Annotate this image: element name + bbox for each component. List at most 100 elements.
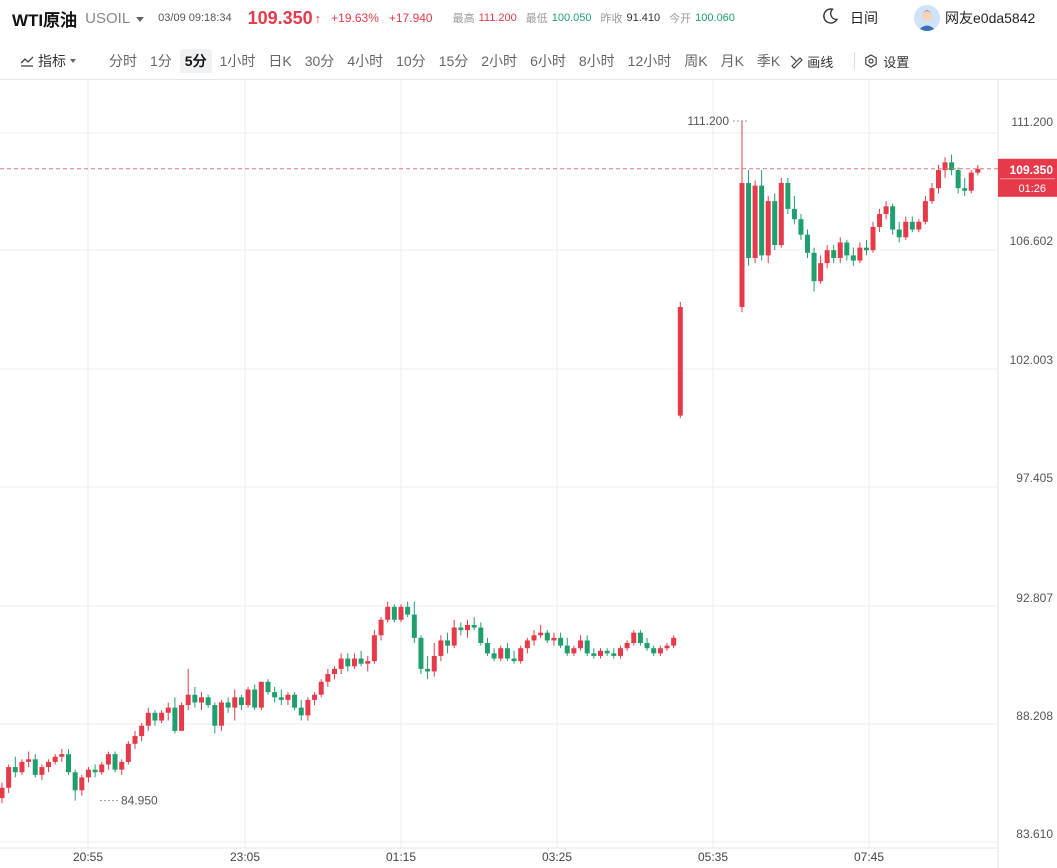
candle bbox=[212, 702, 218, 734]
period-tab-9[interactable]: 2小时 bbox=[481, 53, 518, 69]
candle bbox=[651, 645, 657, 656]
candle-body bbox=[125, 743, 131, 762]
candle-body bbox=[238, 697, 244, 706]
period-tab-6[interactable]: 4小时 bbox=[347, 53, 384, 69]
candle-body bbox=[205, 697, 211, 706]
candle bbox=[591, 648, 597, 659]
candle bbox=[312, 692, 318, 706]
candle-body bbox=[185, 694, 191, 706]
open-label: 今开 bbox=[669, 13, 692, 25]
candle-body bbox=[883, 206, 889, 215]
candle-body bbox=[604, 650, 610, 654]
candle bbox=[125, 741, 131, 765]
candle bbox=[824, 245, 830, 269]
period-tab-5[interactable]: 30分 bbox=[304, 53, 335, 69]
period-tab-15[interactable]: 季K bbox=[756, 53, 781, 69]
candle-body bbox=[305, 699, 311, 716]
candle bbox=[252, 684, 258, 711]
candle-body bbox=[79, 777, 85, 791]
candle bbox=[511, 650, 517, 664]
candle-body bbox=[571, 648, 577, 654]
candle bbox=[896, 221, 902, 243]
period-tab-4[interactable]: 日K bbox=[268, 53, 292, 69]
candle-body bbox=[232, 697, 238, 708]
candle bbox=[225, 697, 231, 713]
period-tab-3[interactable]: 1小时 bbox=[219, 53, 256, 69]
candle bbox=[484, 637, 490, 656]
candle bbox=[92, 764, 98, 778]
candle bbox=[258, 681, 264, 711]
grid bbox=[0, 80, 999, 868]
period-tab-12[interactable]: 12小时 bbox=[627, 53, 672, 69]
period-tab-2[interactable]: 5分 bbox=[179, 49, 212, 73]
avatar[interactable] bbox=[914, 5, 940, 31]
candle-body bbox=[298, 707, 304, 716]
period-tab-10[interactable]: 6小时 bbox=[530, 53, 566, 69]
candle bbox=[199, 692, 204, 711]
candle-body bbox=[258, 681, 264, 708]
candle bbox=[265, 679, 271, 695]
candle bbox=[844, 239, 850, 261]
candle bbox=[637, 630, 643, 646]
theme-toggle[interactable]: 日间 bbox=[850, 10, 878, 26]
candle bbox=[657, 645, 663, 656]
quote-datetime: 03/09 09:18:34 bbox=[158, 12, 232, 24]
candle-body bbox=[778, 183, 784, 246]
candle-body bbox=[478, 627, 484, 644]
candle-body bbox=[949, 162, 955, 171]
candle-body bbox=[52, 756, 58, 762]
candle-body bbox=[765, 201, 771, 256]
prev-close-value: 91.410 bbox=[626, 12, 661, 24]
symbol-selector[interactable]: USOIL bbox=[85, 9, 131, 27]
indicators-menu[interactable]: 指标 bbox=[20, 51, 76, 71]
chevron-down-icon[interactable] bbox=[136, 16, 145, 22]
candle bbox=[765, 195, 771, 264]
candle-body bbox=[385, 606, 391, 620]
candle-body bbox=[936, 170, 941, 189]
candle-body bbox=[112, 754, 118, 770]
period-tab-0[interactable]: 分时 bbox=[109, 53, 137, 69]
candle-body bbox=[578, 640, 584, 649]
candle-body bbox=[651, 648, 657, 654]
candle-body bbox=[831, 250, 837, 258]
candle-body bbox=[739, 183, 745, 308]
candle-body bbox=[411, 614, 417, 638]
candle-body bbox=[451, 627, 457, 646]
candle-body bbox=[759, 185, 765, 256]
username[interactable]: 网友e0da5842 bbox=[945, 10, 1036, 26]
header-right: 日间 网友e0da5842 bbox=[812, 0, 1057, 36]
candle-body bbox=[351, 658, 357, 667]
candle-body bbox=[278, 697, 284, 700]
candle bbox=[955, 167, 961, 194]
moon-icon[interactable] bbox=[820, 6, 840, 31]
settings-button[interactable]: 设置 bbox=[864, 52, 909, 71]
candle-body bbox=[850, 255, 856, 261]
candle-body bbox=[518, 648, 524, 662]
candle-body bbox=[272, 692, 278, 698]
period-tab-1[interactable]: 1分 bbox=[150, 53, 172, 69]
candle bbox=[325, 668, 331, 687]
candle-body bbox=[405, 606, 411, 615]
period-tab-8[interactable]: 15分 bbox=[438, 53, 469, 69]
draw-tool[interactable]: 画线 bbox=[789, 52, 833, 71]
period-tab-11[interactable]: 8小时 bbox=[578, 53, 615, 69]
low-value: 100.050 bbox=[551, 12, 592, 24]
min-annotation-label: 84.950 bbox=[121, 794, 158, 808]
y-tick-label: 97.405 bbox=[1016, 471, 1053, 485]
candlestick-chart[interactable]: 111.200 106.602 102.003 97.405 92.807 88.208 8… bbox=[0, 80, 1057, 868]
period-tab-13[interactable]: 周K bbox=[684, 53, 708, 69]
change-percent: +19.63% bbox=[331, 11, 379, 25]
candle-body bbox=[922, 201, 928, 222]
period-tab-7[interactable]: 10分 bbox=[396, 53, 426, 69]
toolbar-divider bbox=[854, 52, 856, 70]
candle bbox=[99, 761, 105, 775]
candle bbox=[631, 630, 637, 646]
candle bbox=[278, 689, 284, 706]
candle bbox=[332, 666, 337, 680]
candle-body bbox=[772, 201, 778, 246]
indicators-icon bbox=[20, 56, 34, 67]
candle bbox=[922, 195, 928, 225]
x-tick-label: 20:55 bbox=[73, 850, 103, 864]
candle-body bbox=[671, 637, 677, 646]
period-tab-14[interactable]: 月K bbox=[720, 53, 744, 69]
